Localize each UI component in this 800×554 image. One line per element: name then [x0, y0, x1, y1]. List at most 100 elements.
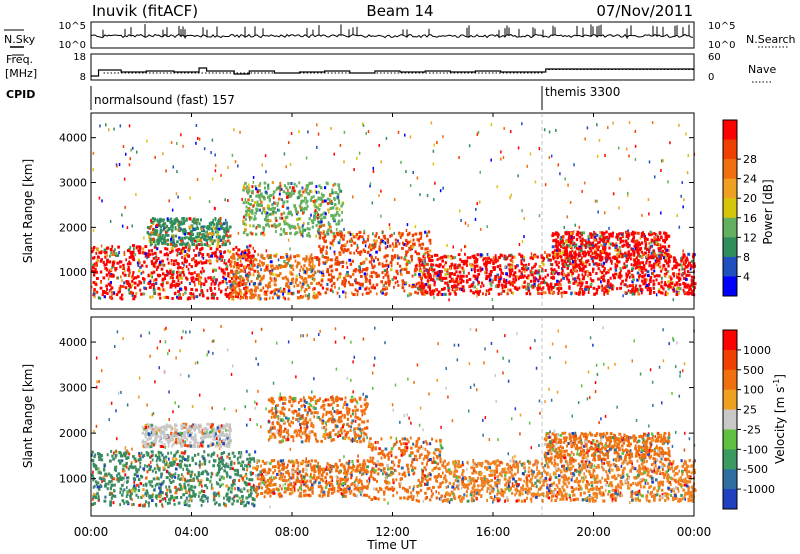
- range-cell: [188, 282, 191, 286]
- range-cell: [246, 289, 250, 293]
- range-cell: [616, 235, 620, 239]
- range-cell: [615, 262, 618, 266]
- range-cell: [605, 284, 608, 288]
- range-cell: [148, 226, 152, 230]
- range-cell: [288, 225, 291, 229]
- range-cell: [418, 232, 422, 236]
- range-cell: [578, 253, 582, 257]
- range-cell: [429, 273, 432, 277]
- range-cell: [237, 488, 241, 492]
- range-cell: [181, 217, 184, 221]
- range-cell: [242, 250, 244, 254]
- range-cell: [549, 282, 553, 286]
- range-cell: [207, 276, 210, 280]
- range-cell: [160, 263, 164, 267]
- range-cell: [367, 245, 371, 249]
- range-cell: [156, 233, 160, 237]
- range-cell: [520, 271, 523, 275]
- range-cell: [319, 283, 323, 287]
- range-cell: [247, 207, 251, 211]
- range-cell: [177, 228, 180, 232]
- range-cell: [253, 293, 256, 297]
- range-cell: [659, 253, 663, 257]
- range-cell: [247, 274, 250, 278]
- range-cell: [685, 258, 688, 262]
- range-cell: [148, 239, 151, 243]
- range-cell: [220, 269, 223, 273]
- range-cell: [227, 293, 231, 297]
- range-cell: [218, 475, 222, 479]
- range-cell: [537, 284, 540, 288]
- range-cell: [437, 264, 439, 268]
- range-cell: [435, 263, 438, 267]
- range-cell: [125, 476, 129, 480]
- range-cell: [634, 266, 637, 270]
- range-cell: [310, 197, 313, 201]
- range-cell: [262, 286, 265, 290]
- range-cell: [292, 225, 296, 229]
- range-cell: [333, 250, 336, 254]
- range-cell: [284, 219, 287, 223]
- range-cell: [617, 260, 621, 264]
- range-cell: [653, 290, 656, 294]
- range-cell: [197, 261, 200, 265]
- range-cell: [183, 250, 187, 254]
- range-cell: [208, 232, 212, 236]
- range-cell: [418, 274, 422, 278]
- range-cell: [204, 234, 207, 238]
- range-cell: [194, 264, 198, 268]
- range-cell: [169, 276, 172, 280]
- range-cell: [649, 245, 652, 249]
- range-cell: [486, 252, 489, 256]
- range-cell: [655, 278, 658, 282]
- range-cell: [367, 238, 369, 242]
- range-cell: [192, 242, 196, 246]
- range-cell: [229, 264, 233, 268]
- range-cell: [632, 240, 635, 244]
- range-cell: [258, 204, 261, 208]
- range-cell: [210, 282, 213, 286]
- range-cell: [259, 198, 262, 202]
- range-cell: [576, 233, 579, 237]
- range-cell: [175, 275, 179, 279]
- range-cell: [230, 277, 233, 281]
- range-cell: [647, 256, 650, 260]
- range-cell: [151, 252, 154, 256]
- range-cell: [284, 275, 288, 279]
- range-cell: [132, 271, 135, 275]
- range-cell: [239, 264, 243, 268]
- range-cell: [165, 491, 168, 495]
- range-cell: [643, 236, 646, 240]
- range-cell: [330, 284, 333, 288]
- range-cell: [193, 494, 197, 498]
- range-cell: [287, 141, 290, 145]
- range-cell: [676, 263, 679, 267]
- range-cell: [103, 263, 106, 267]
- range-cell: [582, 262, 585, 266]
- range-cell: [211, 279, 215, 283]
- nsky-trace: [90, 24, 694, 40]
- range-cell: [208, 460, 211, 464]
- range-cell: [151, 249, 153, 253]
- range-cell: [159, 232, 161, 236]
- range-cell: [187, 248, 191, 252]
- range-cell: [185, 236, 189, 240]
- range-cell: [358, 235, 361, 239]
- range-cell: [383, 269, 387, 273]
- range-cell: [238, 256, 242, 260]
- range-cell: [303, 277, 307, 281]
- range-cell: [172, 238, 175, 242]
- range-cell: [251, 296, 254, 300]
- range-cell: [462, 279, 465, 283]
- range-cell: [372, 166, 375, 170]
- range-cell: [279, 188, 281, 192]
- range-cell: [558, 261, 560, 265]
- range-cell: [231, 295, 235, 299]
- range-cell: [175, 192, 178, 196]
- range-cell: [666, 292, 669, 296]
- range-cell: [554, 271, 557, 275]
- range-cell: [125, 258, 127, 262]
- range-cell: [195, 222, 198, 226]
- range-cell: [498, 267, 502, 271]
- range-cell: [112, 457, 115, 461]
